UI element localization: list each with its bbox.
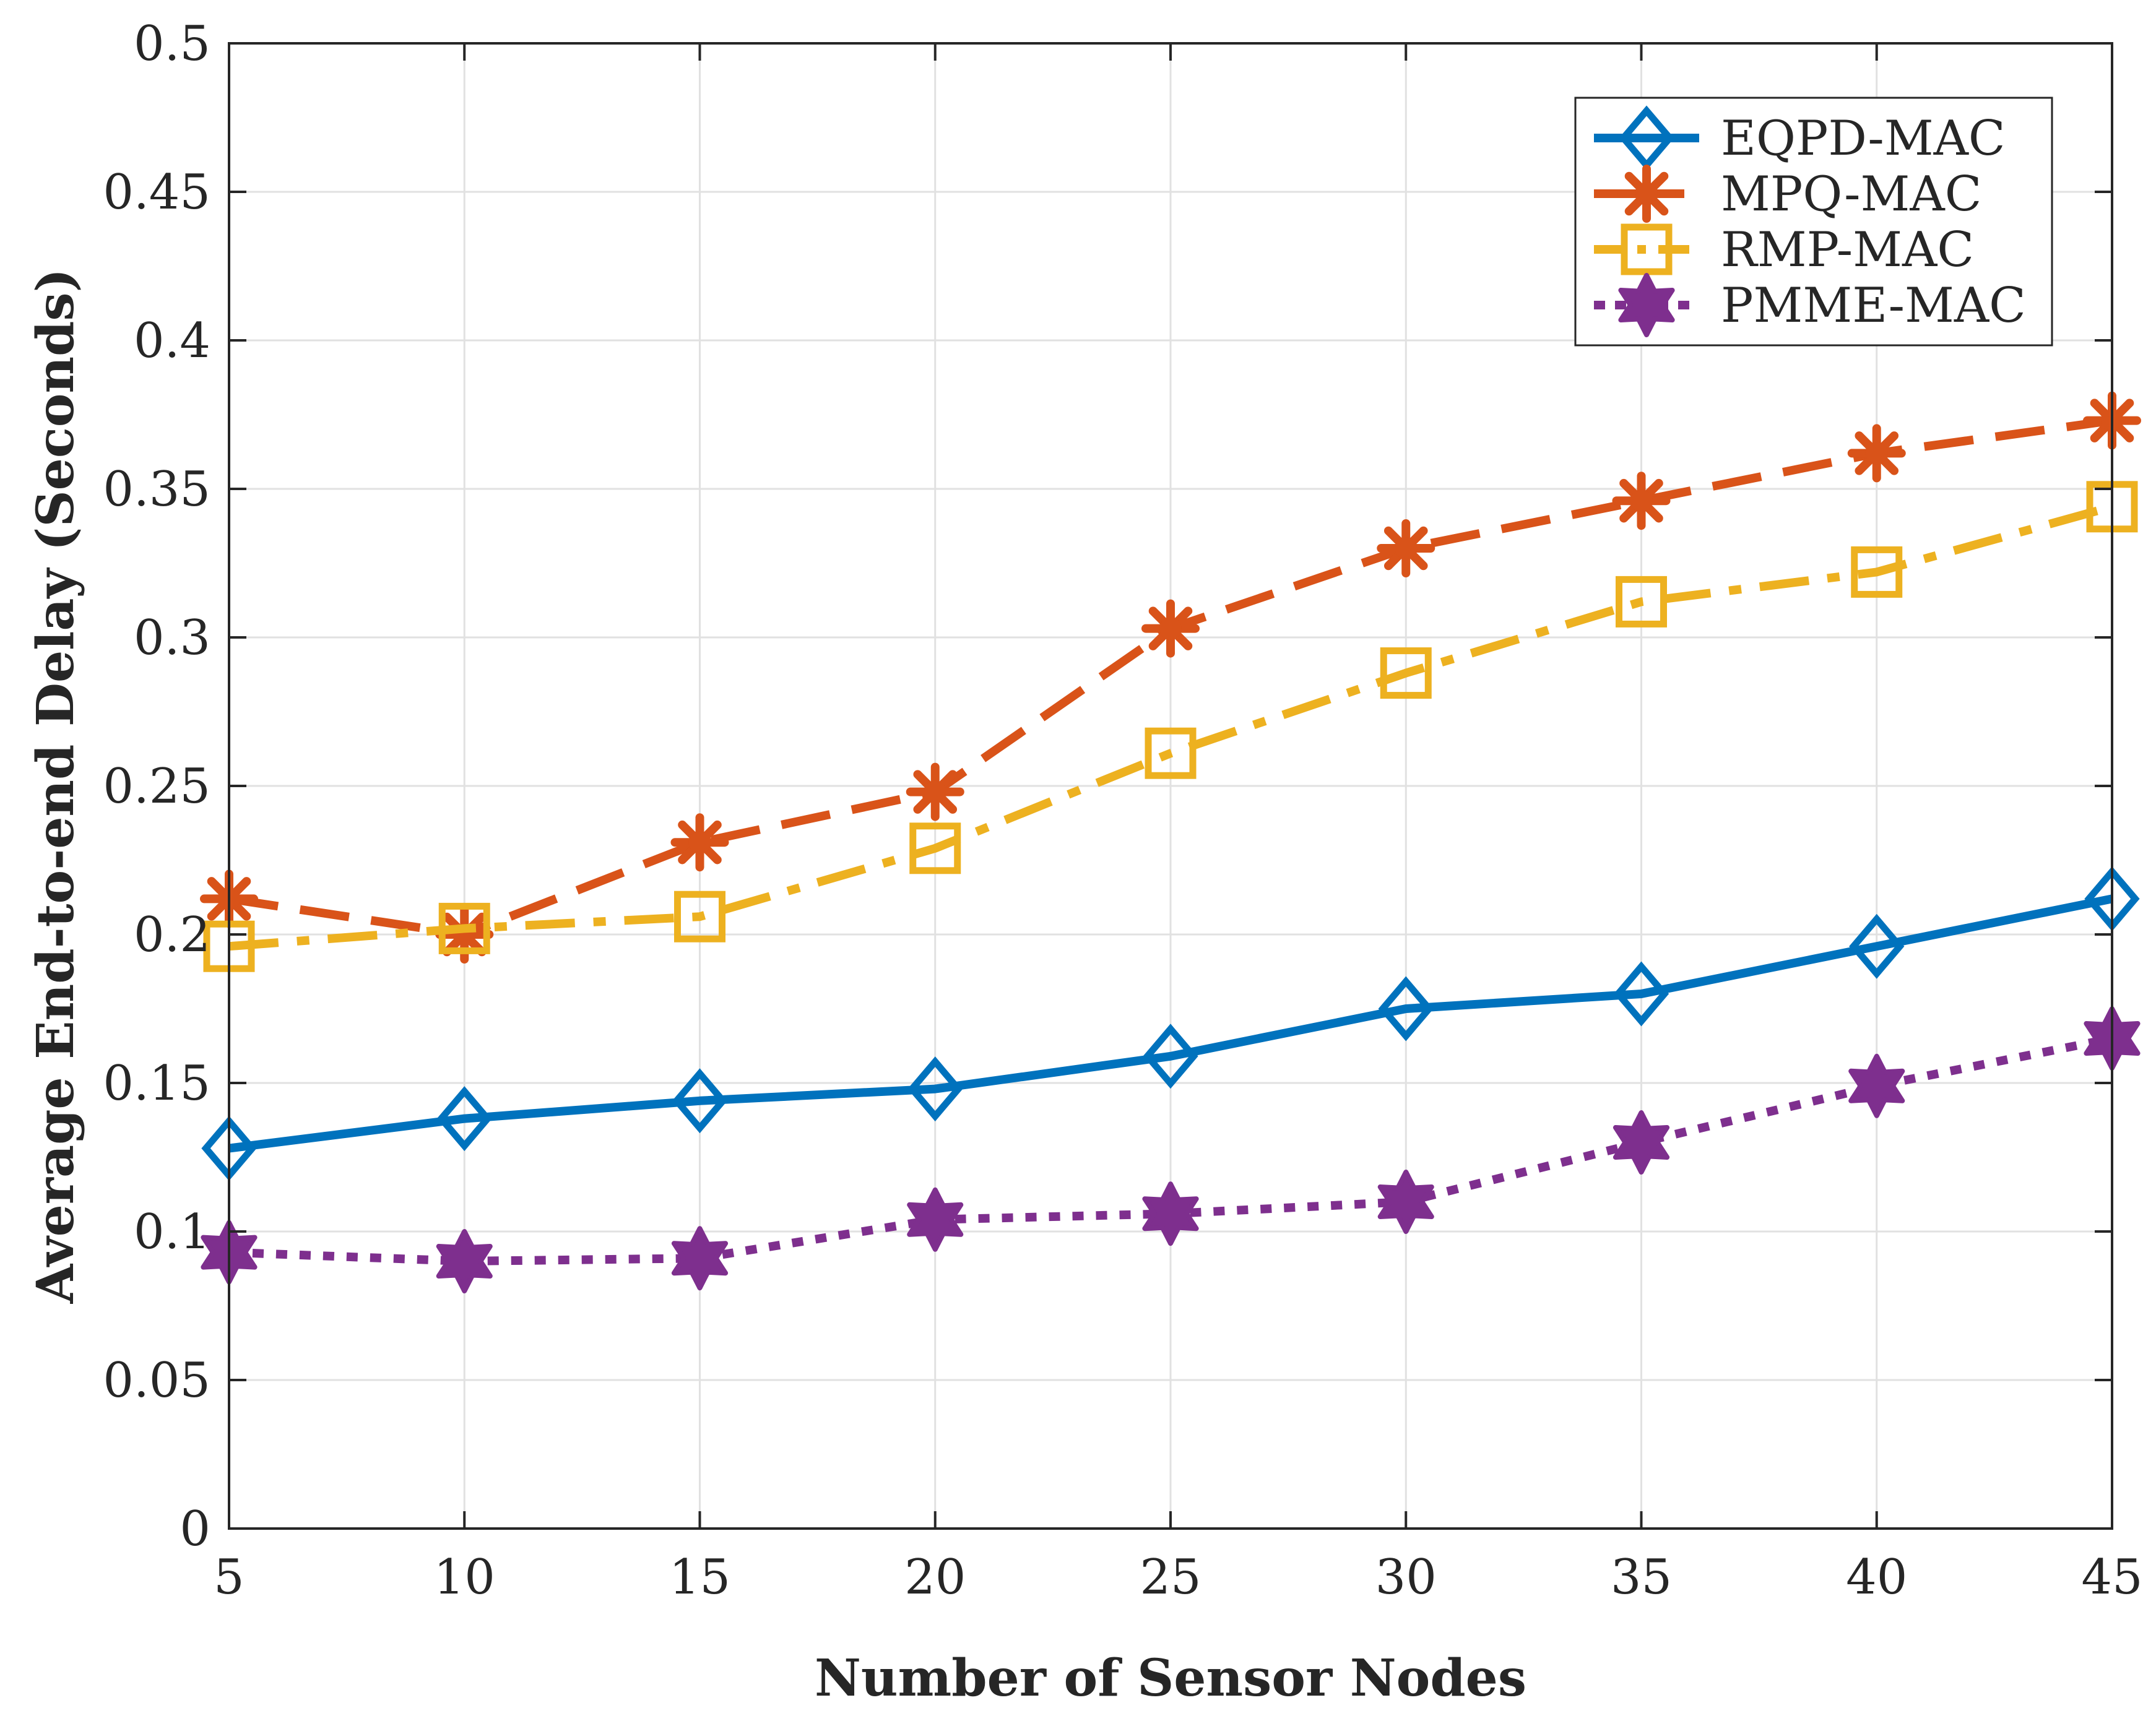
data-point-mpq-mac bbox=[1612, 472, 1671, 530]
data-point-pmme-mac bbox=[1377, 1170, 1434, 1234]
y-tick-label: 0.05 bbox=[103, 1353, 210, 1408]
legend-marker-pmme-mac bbox=[1618, 273, 1675, 337]
data-point-pmme-mac bbox=[1613, 1110, 1670, 1175]
data-point-eqpd-mac bbox=[1143, 1024, 1198, 1089]
x-tick-label: 10 bbox=[434, 1550, 495, 1605]
data-point-pmme-mac bbox=[671, 1226, 729, 1291]
data-point-mpq-mac bbox=[1847, 424, 1906, 483]
x-tick-label: 25 bbox=[1140, 1550, 1201, 1605]
data-point-eqpd-mac bbox=[1378, 976, 1434, 1042]
x-tick-label: 45 bbox=[2081, 1550, 2142, 1605]
y-tick-label: 0.35 bbox=[103, 462, 210, 517]
y-tick-label: 0.15 bbox=[103, 1056, 210, 1111]
data-point-pmme-mac bbox=[1848, 1053, 1905, 1118]
data-point-rmp-mac bbox=[674, 891, 725, 942]
y-tick-label: 0.2 bbox=[134, 907, 210, 963]
data-point-rmp-mac bbox=[1616, 576, 1667, 628]
x-tick-label: 35 bbox=[1611, 1550, 1672, 1605]
x-tick-label: 15 bbox=[669, 1550, 730, 1605]
data-point-rmp-mac bbox=[1380, 647, 1432, 699]
data-point-eqpd-mac bbox=[907, 1056, 963, 1122]
y-tick-label: 0.4 bbox=[134, 313, 210, 369]
y-axis-title: Average End-to-end Delay (Seconds) bbox=[26, 269, 85, 1305]
data-point-eqpd-mac bbox=[1613, 961, 1669, 1027]
data-point-pmme-mac bbox=[1142, 1181, 1199, 1246]
legend-label: PMME-MAC bbox=[1721, 278, 2026, 334]
y-tick-label: 0 bbox=[180, 1501, 210, 1557]
series-line-eqpd-mac bbox=[228, 894, 2113, 1153]
x-tick-label: 20 bbox=[904, 1550, 966, 1605]
data-point-rmp-mac bbox=[1145, 727, 1197, 779]
data-point-mpq-mac bbox=[1377, 519, 1435, 577]
data-point-mpq-mac bbox=[906, 762, 964, 821]
legend-marker-mpq-mac bbox=[1617, 165, 1676, 223]
x-tick-label: 5 bbox=[214, 1550, 245, 1605]
data-point-mpq-mac bbox=[1141, 599, 1200, 658]
data-point-rmp-mac bbox=[1851, 546, 1903, 598]
legend-label: EQPD-MAC bbox=[1721, 111, 2006, 166]
legend-label: MPQ-MAC bbox=[1721, 166, 1981, 222]
data-point-pmme-mac bbox=[436, 1229, 493, 1293]
data-point-pmme-mac bbox=[907, 1187, 964, 1252]
x-tick-label: 30 bbox=[1375, 1550, 1437, 1605]
data-point-rmp-mac bbox=[909, 822, 961, 874]
data-point-eqpd-mac bbox=[672, 1068, 728, 1134]
series-layer bbox=[200, 391, 2141, 1293]
data-point-mpq-mac bbox=[670, 813, 729, 872]
legend-marker-rmp-mac bbox=[1621, 223, 1673, 275]
x-tick-label: 40 bbox=[1846, 1550, 1907, 1605]
y-tick-label: 0.25 bbox=[103, 759, 210, 814]
x-axis-title: Number of Sensor Nodes bbox=[815, 1649, 1526, 1708]
data-point-rmp-mac bbox=[438, 902, 490, 954]
legend-label: RMP-MAC bbox=[1721, 222, 1974, 278]
series-line-rmp-mac bbox=[228, 502, 2113, 951]
axes-layer: 5 10 15 20 25 30 35 40 45 0 0.05 0.1 0.15 0.2 0.25 0.3 0… bbox=[103, 16, 2142, 1605]
data-point-eqpd-mac bbox=[436, 1086, 492, 1152]
y-tick-label: 0.5 bbox=[134, 16, 210, 72]
data-point-eqpd-mac bbox=[1849, 913, 1905, 979]
y-tick-label: 0.1 bbox=[134, 1204, 210, 1260]
y-tick-label: 0.45 bbox=[103, 165, 210, 220]
y-tick-label: 0.3 bbox=[134, 610, 210, 666]
